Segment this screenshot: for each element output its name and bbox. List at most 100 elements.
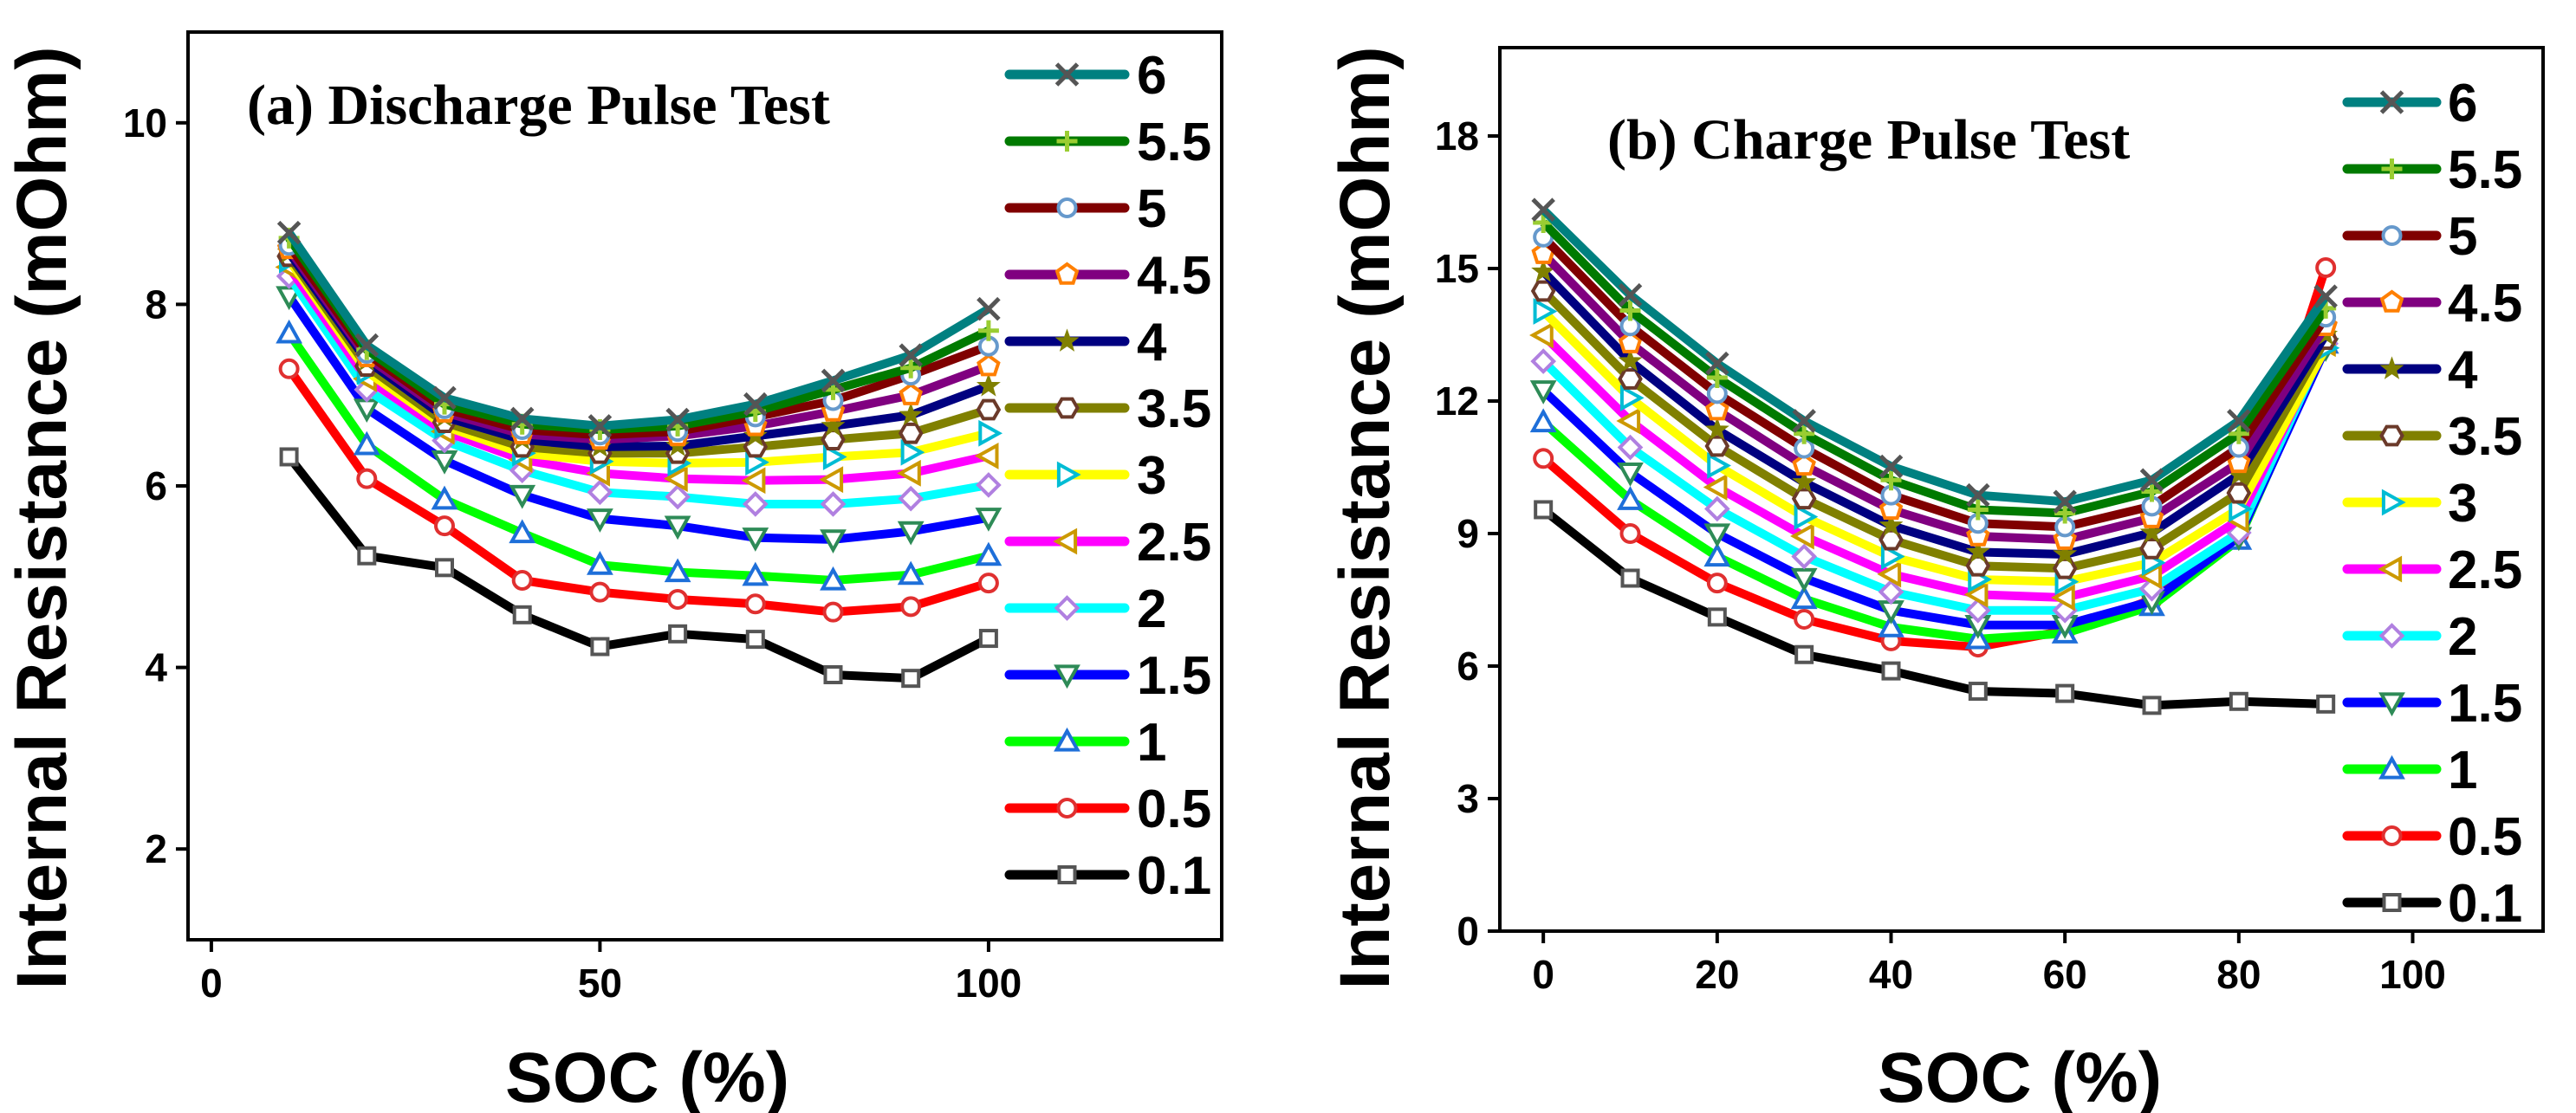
- x-tick-label: 40: [1869, 952, 1913, 997]
- series-line: [1540, 332, 2330, 602]
- data-point-marker: [1707, 607, 1727, 627]
- data-point-marker: [1790, 567, 1818, 592]
- legend-item: 5: [2342, 207, 2477, 267]
- series-line: [1540, 346, 2330, 630]
- legend-item: 6: [1004, 46, 1166, 106]
- legend-marker-icon: [1056, 798, 1078, 819]
- legend-marker-icon: [1054, 727, 1080, 752]
- data-point-marker: [742, 527, 769, 552]
- legend-marker-icon: [2378, 754, 2405, 780]
- y-tick-label: 10: [123, 100, 167, 146]
- legend-label: 4: [1137, 313, 1167, 372]
- series-0-5: [278, 358, 999, 623]
- data-point-marker: [900, 357, 922, 379]
- x-tick-label: 100: [956, 961, 1022, 1006]
- legend-marker-icon: [2378, 692, 2405, 717]
- x-axis-label: SOC (%): [505, 1039, 789, 1113]
- data-point-marker: [2316, 694, 2336, 714]
- data-point-marker: [977, 573, 999, 594]
- data-point-marker: [357, 546, 377, 566]
- data-point-marker: [1792, 409, 1816, 433]
- data-point-marker: [664, 558, 691, 583]
- legend-item: 3.5: [2342, 407, 2522, 467]
- legend-marker-icon: [2379, 90, 2404, 114]
- data-point-marker: [976, 472, 1002, 498]
- legend-item: 0.5: [1004, 780, 1211, 839]
- legend-label: 5: [1137, 179, 1166, 239]
- legend-label: 3: [1137, 446, 1166, 506]
- data-point-marker: [278, 358, 300, 379]
- legend-item: 5.5: [1004, 113, 1211, 172]
- data-point-marker: [899, 382, 923, 405]
- data-point-marker: [2051, 584, 2075, 612]
- data-point-marker: [1968, 682, 1988, 702]
- data-point-marker: [975, 508, 1002, 532]
- y-axis-label: Internal Resistance (mOhm): [3, 46, 81, 989]
- data-point-marker: [434, 515, 456, 537]
- data-point-marker: [353, 430, 380, 456]
- legend-label: 4: [2448, 340, 2478, 400]
- y-tick-label: 3: [1457, 776, 1479, 821]
- legend-marker-icon: [1054, 328, 1080, 352]
- data-point-marker: [1530, 348, 1556, 374]
- legend-label: 6: [2448, 74, 2477, 133]
- legend-label: 0.5: [2448, 807, 2522, 867]
- data-point-marker: [2229, 691, 2248, 711]
- data-point-marker: [1703, 474, 1728, 501]
- series-line: [285, 236, 991, 435]
- data-point-marker: [1705, 351, 1729, 376]
- data-point-marker: [509, 519, 536, 544]
- legend-item: 4.5: [2342, 274, 2522, 333]
- data-point-marker: [1881, 661, 1901, 681]
- series-line: [285, 253, 990, 458]
- data-point-marker: [743, 391, 768, 417]
- data-point-marker: [663, 465, 688, 493]
- series-6: [1531, 197, 2338, 514]
- legend-label: 1.5: [2448, 674, 2522, 734]
- legend-marker-icon: [2381, 159, 2403, 179]
- data-point-marker: [587, 551, 613, 575]
- panel-b-charge: (b) Charge Pulse Test SOC (%) Internal R…: [1326, 46, 2545, 1113]
- data-point-marker: [744, 593, 766, 615]
- data-point-marker: [819, 466, 844, 494]
- data-point-marker: [742, 491, 769, 517]
- data-point-marker: [2053, 489, 2077, 514]
- data-point-marker: [2141, 481, 2163, 502]
- data-point-marker: [2313, 284, 2338, 308]
- data-point-marker: [1877, 560, 1902, 588]
- data-point-marker: [1619, 300, 1641, 321]
- data-point-marker: [1533, 298, 1558, 325]
- data-point-marker: [664, 515, 691, 540]
- data-point-marker: [898, 422, 924, 444]
- y-tick-label: 6: [145, 463, 167, 508]
- legend-marker-icon: [1054, 397, 1080, 419]
- x-tick-label: 60: [2043, 952, 2087, 997]
- legend-marker-icon: [2379, 356, 2404, 379]
- legend-marker-icon: [2381, 225, 2403, 246]
- data-point-marker: [1880, 469, 1902, 491]
- legend-marker-icon: [1054, 664, 1080, 689]
- data-point-marker: [1965, 597, 1991, 624]
- data-point-marker: [1966, 482, 1990, 508]
- data-point-marker: [1620, 568, 1640, 588]
- data-point-marker: [977, 353, 1001, 377]
- data-point-marker: [821, 368, 846, 393]
- data-point-marker: [279, 447, 299, 467]
- data-point-marker: [1880, 543, 1905, 570]
- series-5-5: [278, 227, 999, 441]
- legend-label: 4.5: [1137, 246, 1211, 306]
- legend-item: 1: [1004, 713, 1166, 773]
- data-point-marker: [821, 413, 846, 437]
- data-point-marker: [665, 407, 690, 432]
- data-point-marker: [1618, 348, 1643, 372]
- legend-item: 3: [2342, 474, 2477, 534]
- data-point-marker: [1616, 407, 1641, 435]
- data-point-marker: [1619, 523, 1641, 544]
- data-point-marker: [1618, 368, 1643, 390]
- data-point-marker: [899, 402, 924, 426]
- data-point-marker: [509, 484, 536, 509]
- data-point-marker: [1794, 503, 1819, 531]
- data-point-marker: [1878, 579, 1904, 605]
- data-point-marker: [823, 664, 843, 684]
- legend-label: 3: [2448, 474, 2477, 534]
